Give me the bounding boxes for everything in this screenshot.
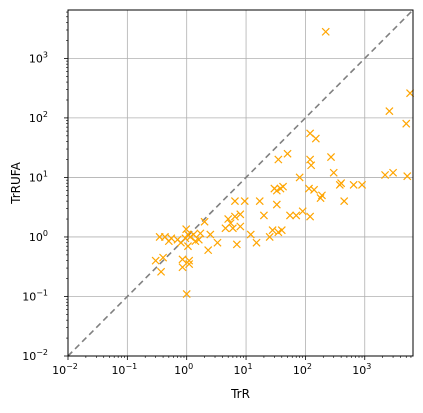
data-point xyxy=(292,211,301,220)
data-point xyxy=(213,238,222,247)
data-point xyxy=(159,253,168,262)
data-point xyxy=(389,168,398,177)
data-point xyxy=(304,184,314,193)
data-point xyxy=(178,255,187,264)
data-point xyxy=(311,134,320,143)
data-point xyxy=(183,242,192,251)
data-point xyxy=(182,289,191,299)
data-point xyxy=(307,161,316,170)
data-point xyxy=(182,225,191,234)
y-tick-label: 10−2 xyxy=(22,348,48,363)
data-point xyxy=(298,207,307,216)
data-point xyxy=(406,89,415,98)
data-point xyxy=(255,197,264,206)
diagonal-line xyxy=(67,9,414,357)
data-point xyxy=(321,27,330,36)
y-tick-label: 102 xyxy=(29,110,48,125)
data-point xyxy=(178,263,187,272)
data-point xyxy=(194,235,203,244)
data-point xyxy=(228,224,237,233)
data-point xyxy=(381,170,390,179)
data-point xyxy=(358,180,367,189)
data-point xyxy=(167,234,176,243)
data-point xyxy=(236,210,245,219)
y-tick-label: 101 xyxy=(29,169,48,184)
data-point xyxy=(317,191,326,200)
data-point xyxy=(196,229,205,238)
data-point xyxy=(277,226,286,235)
y-tick-label: 10−1 xyxy=(22,288,48,303)
data-point xyxy=(181,234,190,243)
data-point xyxy=(306,212,315,221)
data-point xyxy=(246,230,255,239)
y-axis-ticks: 10−2 10−1 100 101 102 103 xyxy=(22,11,68,363)
data-point xyxy=(274,155,283,164)
x-tick-label: 10−1 xyxy=(111,362,137,377)
data-point xyxy=(285,211,295,220)
data-point xyxy=(310,185,319,194)
data-point xyxy=(272,186,281,195)
x-tick-label: 103 xyxy=(352,362,371,377)
data-point xyxy=(259,211,268,220)
data-point xyxy=(185,256,194,265)
data-point xyxy=(340,197,349,206)
x-tick-label: 100 xyxy=(174,362,193,377)
data-point xyxy=(230,212,239,221)
data-point xyxy=(252,238,261,247)
data-point xyxy=(232,240,241,249)
data-point xyxy=(283,149,292,158)
data-point xyxy=(157,267,166,276)
data-point xyxy=(204,246,213,255)
x-tick-label: 10−2 xyxy=(52,362,78,377)
data-point xyxy=(224,215,233,224)
data-point xyxy=(236,222,245,231)
data-point xyxy=(279,182,288,191)
y-axis-label: TrRUFA xyxy=(9,161,23,204)
data-point xyxy=(151,256,160,265)
data-point xyxy=(402,119,411,128)
x-tick-label: 101 xyxy=(234,362,253,377)
data-point xyxy=(295,173,304,182)
data-point xyxy=(316,194,325,203)
data-point xyxy=(349,180,358,189)
data-point xyxy=(206,230,215,239)
data-point xyxy=(268,226,277,235)
data-point xyxy=(240,197,249,206)
data-point xyxy=(403,172,412,181)
data-points xyxy=(151,27,415,299)
data-point xyxy=(200,217,209,226)
x-axis-ticks: 10−2 10−1 100 101 102 103 xyxy=(52,356,412,377)
data-point xyxy=(337,179,346,188)
diagonal-reference-line xyxy=(67,9,414,357)
data-point xyxy=(230,197,239,206)
x-axis-label: TrR xyxy=(230,387,250,401)
x-tick-label: 102 xyxy=(293,362,312,377)
data-point xyxy=(326,153,336,162)
data-point xyxy=(329,168,338,177)
y-tick-label: 103 xyxy=(29,50,48,65)
data-point xyxy=(185,260,194,269)
data-point xyxy=(272,200,281,209)
data-point xyxy=(226,219,235,228)
y-tick-label: 100 xyxy=(29,229,48,244)
data-point xyxy=(265,232,274,241)
data-point xyxy=(385,107,394,116)
